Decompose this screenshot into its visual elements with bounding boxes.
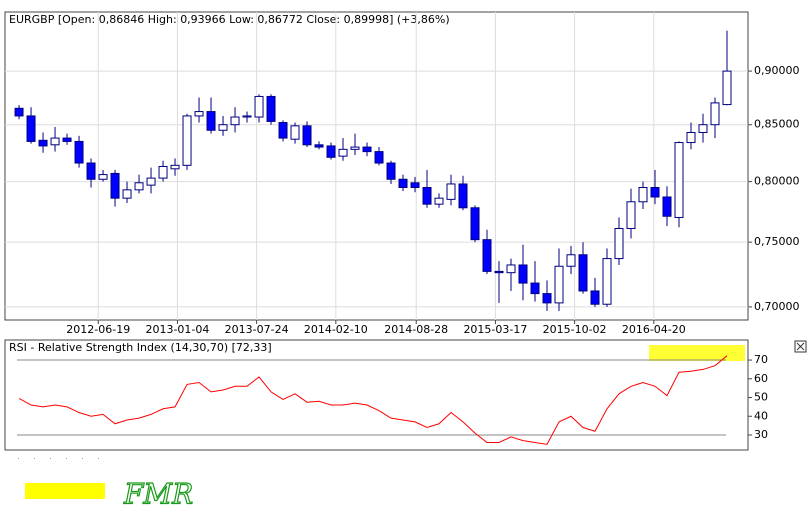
x-tick-label: 2012-06-19 — [66, 323, 130, 336]
candle-body — [170, 164, 180, 170]
y-tick-label: 30 — [754, 428, 768, 441]
candle-body — [278, 122, 288, 139]
candle-body — [314, 144, 324, 148]
y-tick-label: 0,75000 — [754, 235, 800, 248]
candle-body — [14, 107, 24, 117]
candle-body — [326, 145, 336, 158]
close-button[interactable] — [794, 340, 807, 353]
y-tick-label: 70 — [754, 353, 768, 366]
candle-body — [422, 186, 432, 205]
candle-body — [434, 197, 444, 205]
candle-body — [110, 172, 120, 199]
candle-body — [698, 124, 708, 133]
candle-body — [386, 162, 396, 180]
candle-body — [470, 207, 480, 241]
candle-body — [602, 258, 612, 305]
candle-body — [410, 182, 420, 188]
y-tick-label: 0,80000 — [754, 175, 800, 188]
candle-body — [590, 290, 600, 305]
candle-body — [662, 196, 672, 217]
x-tick-label: 2015-03-17 — [463, 323, 527, 336]
highlight — [649, 345, 745, 361]
rsi-line — [18, 355, 728, 445]
candle-body — [266, 95, 276, 122]
price-panel — [4, 11, 749, 321]
separator-dots — [18, 458, 99, 459]
close-x — [796, 342, 805, 351]
candle-body — [302, 125, 312, 146]
signature: FMR — [123, 478, 193, 511]
candle-body — [182, 115, 192, 166]
candle-body — [374, 151, 384, 164]
candle-body — [626, 201, 636, 230]
candle-body — [194, 111, 204, 117]
y-tick-label: 0,90000 — [754, 64, 800, 77]
candle-body — [362, 146, 372, 153]
candle-body — [530, 282, 540, 295]
candle-body — [638, 186, 648, 203]
x-tick-label: 2014-08-28 — [384, 323, 448, 336]
candle-body — [350, 146, 360, 150]
x-tick-label: 2014-02-10 — [304, 323, 368, 336]
candle-body — [146, 177, 156, 186]
candle-body — [206, 111, 216, 131]
candle-body — [542, 293, 552, 304]
candle-body — [506, 264, 516, 274]
candle-body — [134, 182, 144, 191]
candle-body — [218, 124, 228, 131]
candle-body — [674, 142, 684, 218]
candle-body — [710, 102, 720, 126]
candle-body — [26, 115, 36, 142]
candle-body — [446, 183, 456, 200]
candle-body — [290, 125, 300, 140]
y-tick-label: 0,70000 — [754, 300, 800, 313]
candle-body — [158, 165, 168, 179]
y-tick-label: 40 — [754, 409, 768, 422]
candle-body — [722, 70, 732, 106]
x-tick-label: 2015-10-02 — [543, 323, 607, 336]
candle-body — [614, 228, 624, 260]
highlight — [25, 483, 105, 499]
candle-body — [38, 139, 48, 147]
candle-body — [98, 174, 108, 180]
rsi-panel — [4, 339, 749, 451]
candle-body — [578, 254, 588, 292]
candle-body — [566, 254, 576, 267]
candle-body — [686, 131, 696, 144]
y-tick-label: 0,85000 — [754, 118, 800, 131]
candle-body — [398, 178, 408, 188]
candle-body — [86, 162, 96, 180]
candle-body — [74, 140, 84, 164]
candle-body — [254, 95, 264, 118]
candle-body — [650, 186, 660, 198]
candle-body — [230, 116, 240, 126]
y-tick-label: 50 — [754, 391, 768, 404]
candle-body — [554, 265, 564, 304]
x-tick-label: 2016-04-20 — [622, 323, 686, 336]
candle-body — [518, 264, 528, 284]
candle-body — [242, 115, 252, 118]
candle-body — [494, 270, 504, 274]
y-tick-label: 60 — [754, 372, 768, 385]
rsi-title: RSI - Relative Strength Index (14,30,70)… — [9, 341, 272, 354]
candle-body — [62, 137, 72, 142]
candle-body — [338, 148, 348, 157]
candle-body — [122, 189, 132, 199]
x-tick-label: 2013-01-04 — [145, 323, 209, 336]
candle-body — [50, 137, 60, 146]
chart-title: EURGBP [Open: 0,86846 High: 0,93966 Low:… — [9, 13, 450, 26]
candle-body — [458, 183, 468, 209]
candle-body — [482, 239, 492, 272]
x-tick-label: 2013-07-24 — [225, 323, 289, 336]
